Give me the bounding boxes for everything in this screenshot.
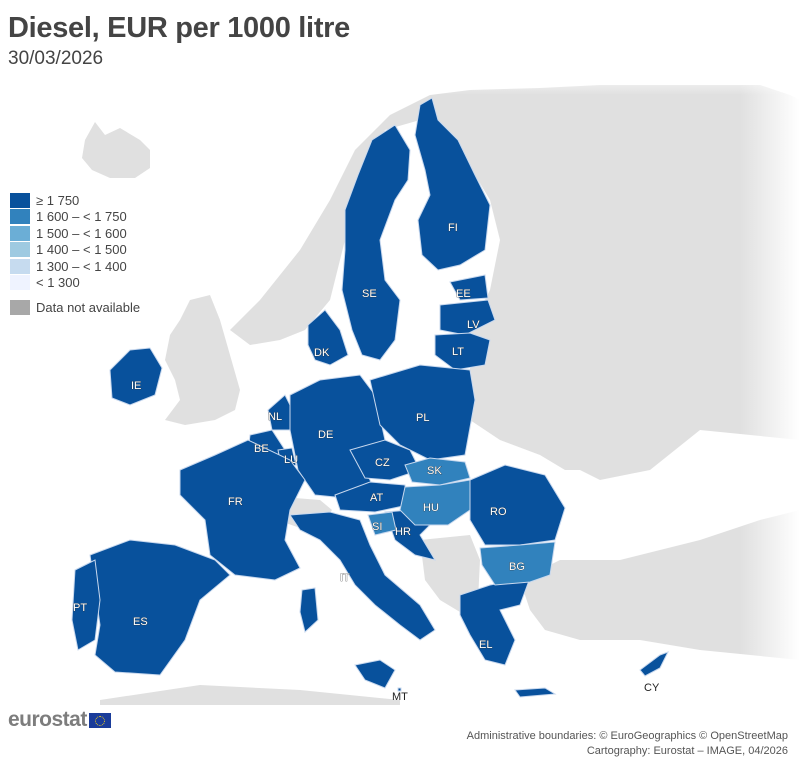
country-PT	[71, 559, 101, 651]
credits: Administrative boundaries: © EuroGeograp…	[467, 729, 788, 759]
country-EL-crete	[514, 687, 557, 698]
legend-item-not-available: Data not available	[10, 299, 140, 316]
country-FR	[179, 439, 306, 581]
country-BG	[479, 541, 556, 586]
label-EE: EE	[456, 288, 471, 300]
page-title: Diesel, EUR per 1000 litre	[8, 12, 350, 44]
country-FI	[414, 97, 491, 271]
label-SK: SK	[427, 465, 442, 477]
country-EE	[449, 274, 489, 301]
legend-item: ≥ 1 750	[10, 192, 140, 209]
country-IT	[289, 511, 436, 641]
label-DK: DK	[314, 347, 330, 359]
legend-label: Data not available	[36, 299, 141, 315]
country-IT-sardinia	[299, 587, 319, 633]
legend-swatch	[10, 275, 30, 291]
logo-text: eurostat	[8, 708, 87, 731]
country-LT	[434, 332, 491, 371]
label-ES: ES	[133, 616, 148, 628]
label-EL: EL	[479, 639, 492, 651]
country-labels: SE FI EE LV LT DK IE NL BE LU DE PL CZ S…	[73, 222, 660, 703]
label-SE: SE	[362, 288, 377, 300]
country-PL	[369, 364, 476, 461]
label-CZ: CZ	[375, 457, 390, 469]
country-EL	[459, 577, 531, 666]
label-AT: AT	[370, 492, 384, 504]
country-MT	[397, 687, 402, 692]
legend-item: < 1 300	[10, 275, 140, 292]
legend-swatch	[10, 242, 30, 258]
legend-item: 1 400 – < 1 500	[10, 242, 140, 259]
legend-item: 1 600 – < 1 750	[10, 209, 140, 226]
legend-swatch	[10, 209, 30, 225]
label-BE: BE	[254, 443, 269, 455]
eurostat-logo: eurostat	[8, 708, 111, 732]
label-IE: IE	[131, 380, 141, 392]
legend-label: 1 600 – < 1 750	[36, 209, 127, 225]
country-IE	[109, 347, 163, 406]
country-SI	[367, 511, 397, 536]
credit-boundaries: Administrative boundaries: © EuroGeograp…	[466, 730, 788, 742]
country-SE	[341, 124, 411, 361]
label-BG: BG	[509, 561, 525, 573]
label-NL: NL	[268, 411, 282, 423]
legend-swatch	[10, 299, 30, 315]
label-CY: CY	[644, 682, 660, 694]
label-PL: PL	[416, 412, 429, 424]
label-MT: MT	[392, 691, 408, 703]
country-ES	[89, 539, 231, 676]
label-IT: IT	[340, 572, 350, 584]
label-FR: FR	[228, 496, 243, 508]
label-PT: PT	[73, 602, 87, 614]
label-DE: DE	[318, 429, 333, 441]
legend-swatch	[10, 258, 30, 274]
label-LU: LU	[284, 454, 298, 466]
label-RO: RO	[490, 506, 507, 518]
label-LT: LT	[452, 346, 464, 358]
legend: ≥ 1 750 1 600 – < 1 750 1 500 – < 1 600 …	[10, 192, 140, 316]
legend-label: 1 400 – < 1 500	[36, 242, 127, 258]
country-CY	[639, 651, 670, 677]
legend-label: 1 500 – < 1 600	[36, 225, 127, 241]
legend-label: < 1 300	[36, 275, 80, 291]
label-SI: SI	[372, 521, 382, 533]
legend-swatch	[10, 192, 30, 208]
country-RO	[469, 464, 566, 546]
country-SK	[404, 457, 471, 486]
country-HU	[399, 479, 471, 526]
label-FI: FI	[448, 222, 458, 234]
date-subtitle: 30/03/2026	[8, 48, 104, 69]
legend-swatch	[10, 225, 30, 241]
country-LV	[439, 299, 496, 336]
credit-cartography: Cartography: Eurostat – IMAGE, 04/2026	[586, 745, 788, 757]
legend-item: 1 500 – < 1 600	[10, 225, 140, 242]
eu-countries	[71, 97, 670, 698]
legend-label: 1 300 – < 1 400	[36, 258, 127, 274]
label-LV: LV	[467, 319, 480, 331]
label-HU: HU	[423, 502, 439, 514]
country-IT-sicily	[354, 659, 396, 689]
legend-item: 1 300 – < 1 400	[10, 258, 140, 275]
label-HR: HR	[395, 526, 411, 538]
country-DK	[307, 309, 349, 366]
eu-flag-icon	[88, 712, 111, 728]
legend-label: ≥ 1 750	[36, 192, 80, 208]
